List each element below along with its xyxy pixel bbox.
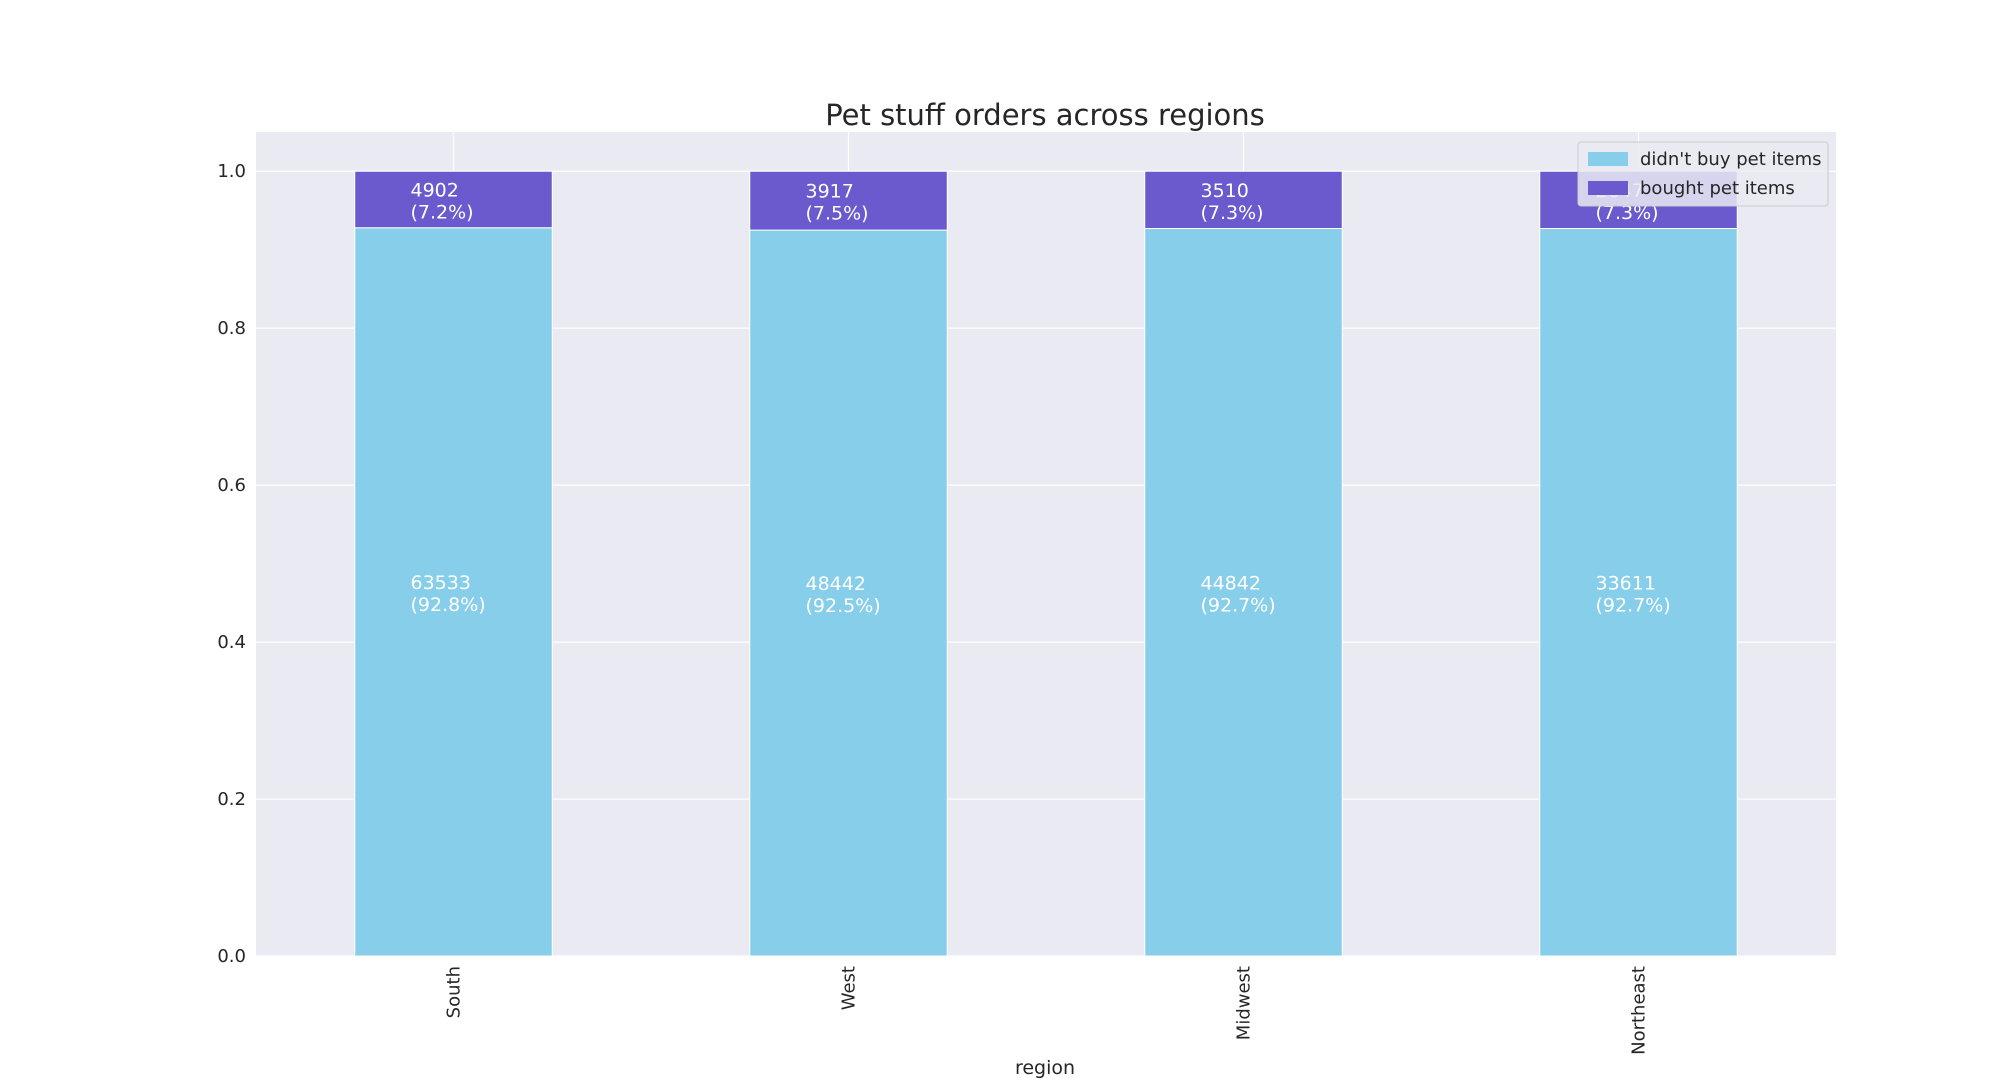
legend-swatch — [1588, 181, 1628, 195]
y-axis: 0.0 0.2 0.4 0.6 0.8 1.0 — [217, 161, 246, 967]
bars — [354, 170, 1738, 957]
bar-percent-label: (92.7%) — [1596, 594, 1671, 616]
bar-count-label: 3917 — [806, 181, 854, 203]
y-tick-label: 0.6 — [217, 475, 246, 496]
bar-percent-label: (7.3%) — [1596, 202, 1659, 224]
bar-percent-label: (7.5%) — [806, 203, 869, 225]
y-tick-label: 0.2 — [217, 789, 246, 810]
y-tick-label: 0.8 — [217, 318, 246, 339]
chart-title: Pet stuff orders across regions — [825, 98, 1265, 132]
x-axis-label: region — [1015, 1057, 1075, 1079]
legend-entry: didn't buy pet items — [1640, 149, 1822, 170]
bar-segment — [354, 170, 553, 229]
legend: didn't buy pet items bought pet items — [1577, 141, 1829, 207]
bar-percent-label: (7.3%) — [1201, 202, 1264, 224]
bar-segment — [1539, 228, 1738, 957]
bar-count-label: 48442 — [806, 573, 866, 595]
legend-entry: bought pet items — [1640, 178, 1795, 199]
bar-segment — [354, 227, 553, 957]
bar-segment — [749, 170, 948, 231]
legend-swatch — [1588, 152, 1628, 166]
bar-count-label: 3510 — [1201, 180, 1249, 202]
x-tick-label: West — [839, 966, 860, 1010]
x-tick-label: South — [444, 966, 465, 1018]
bar-segment — [1144, 228, 1343, 957]
x-axis: South West Midwest Northeast — [444, 966, 1650, 1055]
bar-percent-label: (92.5%) — [806, 595, 881, 617]
bar-count-label: 33611 — [1596, 572, 1656, 594]
bar-segment — [1144, 170, 1343, 230]
y-tick-label: 0.4 — [217, 632, 246, 653]
bar-percent-label: (7.2%) — [411, 201, 474, 223]
bar-percent-label: (92.8%) — [411, 594, 486, 616]
bar-percent-label: (92.7%) — [1201, 594, 1276, 616]
bar-count-label: 4902 — [411, 179, 459, 201]
legend-box — [1577, 141, 1829, 207]
bar-count-label: 44842 — [1201, 572, 1261, 594]
y-tick-label: 0.0 — [217, 946, 246, 967]
bar-segment — [749, 229, 948, 957]
x-tick-label: Northeast — [1629, 966, 1650, 1055]
y-tick-label: 1.0 — [217, 161, 246, 182]
bar-count-label: 63533 — [411, 572, 471, 594]
x-tick-label: Midwest — [1234, 966, 1255, 1040]
